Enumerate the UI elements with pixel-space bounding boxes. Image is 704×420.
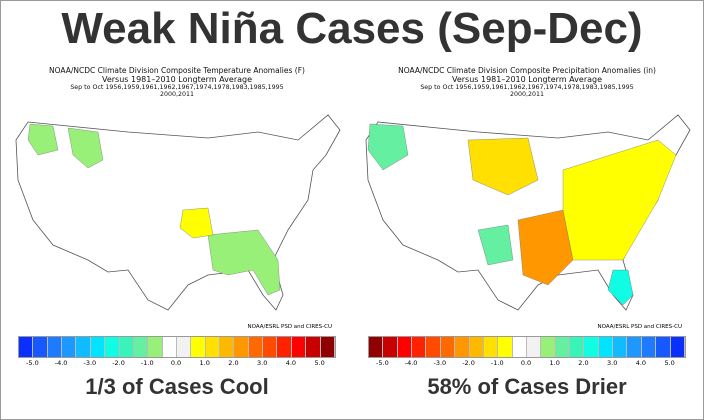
legend-swatch (412, 337, 427, 357)
precipitation-panel: NOAA/NCDC Climate Division Composite Pre… (358, 66, 696, 370)
map-years: Sep to Oct 1956,1959,1961,1962,1967,1974… (70, 84, 284, 91)
wet-northwest (367, 123, 409, 171)
legend-tick: -2.0 (462, 359, 475, 367)
slide-title: Weak Niña Cases (Sep-Dec) (61, 4, 643, 53)
map-subtitle: Versus 1981–2010 Longterm Average (451, 75, 603, 84)
legend-swatch (76, 337, 91, 357)
legend-tick: 4.0 (285, 359, 297, 367)
warm-arkansas (179, 207, 214, 239)
legend-swatch (369, 337, 384, 357)
legend-swatch (119, 337, 134, 357)
legend-swatch (598, 337, 614, 357)
legend-swatch (90, 337, 106, 357)
legend-tick: -1.0 (490, 359, 504, 367)
map-years-cont: 2000,2011 (509, 91, 545, 98)
legend-swatch (383, 337, 398, 357)
legend-swatch (512, 337, 527, 357)
legend-swatch (670, 337, 685, 357)
legend-tick: -5.0 (26, 359, 39, 367)
legend-tick: -5.0 (376, 359, 389, 367)
legend-swatch (656, 337, 671, 357)
map-subtitle: Versus 1981–2010 Longterm Average (101, 75, 253, 84)
legend-swatch (62, 337, 77, 357)
legend-tick: 0.0 (170, 359, 182, 367)
map-title: NOAA/NCDC Climate Division Composite Tem… (49, 66, 305, 75)
legend-swatch (248, 337, 264, 357)
legend-swatch (455, 337, 470, 357)
legend-swatch (498, 337, 513, 357)
legend-swatch (526, 337, 542, 357)
legend-swatch (426, 337, 441, 357)
legend-swatch (162, 337, 177, 357)
legend-swatch (191, 337, 206, 357)
color-legend (18, 336, 336, 358)
legend-swatch (397, 337, 413, 357)
temperature-caption: 1/3 of Cases Cool (85, 374, 269, 399)
legend-tick: 2.0 (228, 359, 239, 367)
map-years: Sep to Oct 1956,1959,1961,1962,1967,1974… (420, 84, 634, 91)
temperature-anomaly-map (15, 114, 341, 311)
legend-tick: -3.0 (83, 359, 97, 367)
map-title: NOAA/NCDC Climate Division Composite Pre… (398, 66, 656, 75)
legend-swatch (469, 337, 484, 357)
legend-swatch (306, 337, 321, 357)
legend-swatch (148, 337, 163, 357)
legend-swatch (320, 337, 335, 357)
map-years-cont: 2000,2011 (159, 91, 195, 98)
legend-tick: -3.0 (433, 359, 447, 367)
credit: NOAA/ESRL PSD and CIRES-CU (247, 324, 332, 330)
legend-swatch (263, 337, 278, 357)
legend-swatch (220, 337, 235, 357)
legend-tick: 3.0 (257, 359, 268, 367)
legend-tick: 1.0 (549, 359, 560, 367)
legend-swatch (627, 337, 642, 357)
legend-swatch (291, 337, 307, 357)
dry-east (562, 139, 677, 261)
legend-tick: -1.0 (140, 359, 154, 367)
dry-south-central (517, 209, 574, 286)
legend-swatch (541, 337, 556, 357)
legend-tick: 0.0 (520, 359, 532, 367)
us-outline (15, 114, 341, 311)
legend-tick: 5.0 (664, 359, 675, 367)
precipitation-caption: 58% of Cases Drier (427, 374, 627, 399)
legend-tick: 1.0 (199, 359, 210, 367)
legend-swatch (277, 337, 292, 357)
legend-swatch (176, 337, 192, 357)
credit: NOAA/ESRL PSD and CIRES-CU (597, 324, 682, 330)
wet-florida (607, 269, 634, 306)
legend-swatch (33, 337, 48, 357)
legend-swatch (133, 337, 149, 357)
legend-tick: 2.0 (578, 359, 589, 367)
legend-tick: -4.0 (54, 359, 68, 367)
dry-plains (467, 137, 539, 196)
temperature-panel: NOAA/NCDC Climate Division Composite Tem… (8, 66, 346, 370)
legend-tick: 5.0 (314, 359, 325, 367)
precipitation-anomaly-map (365, 114, 691, 311)
legend-swatch (205, 337, 221, 357)
legend-swatch (641, 337, 657, 357)
legend-swatch (19, 337, 34, 357)
legend-swatch (47, 337, 63, 357)
legend-swatch (613, 337, 628, 357)
cool-northwest (27, 123, 59, 156)
legend-tick: -2.0 (112, 359, 125, 367)
color-legend (368, 336, 686, 358)
legend-swatch (105, 337, 120, 357)
legend-swatch (584, 337, 599, 357)
cool-southeast (207, 229, 281, 296)
legend-tick: -4.0 (404, 359, 418, 367)
legend-tick: 4.0 (635, 359, 647, 367)
wet-texas (477, 224, 514, 266)
legend-swatch (555, 337, 571, 357)
cool-idaho-montana (67, 127, 104, 169)
legend-swatch (570, 337, 585, 357)
legend-swatch (440, 337, 456, 357)
legend-swatch (234, 337, 249, 357)
legend-swatch (483, 337, 499, 357)
legend-tick: 3.0 (607, 359, 618, 367)
